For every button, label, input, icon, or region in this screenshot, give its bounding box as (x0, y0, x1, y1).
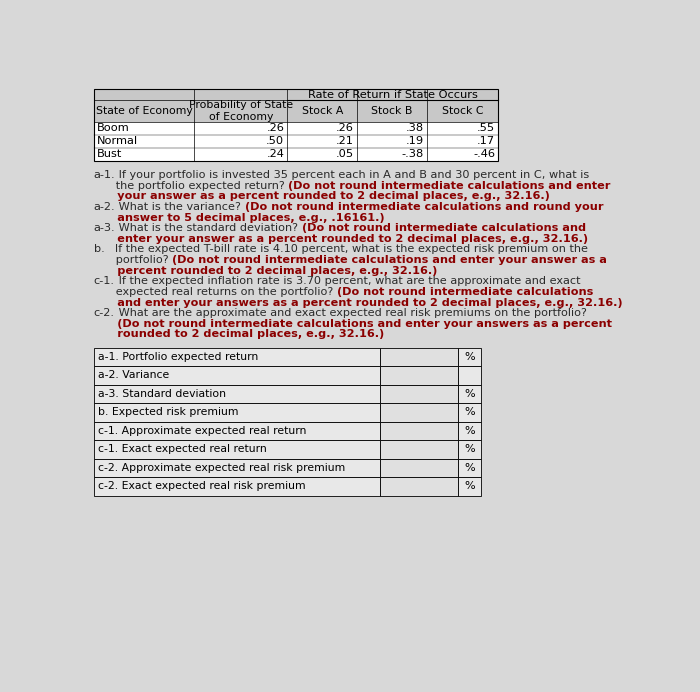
Bar (94, 135, 498, 147)
Text: a-3.: a-3. (94, 224, 116, 233)
Bar (94, 459, 381, 477)
Bar (458, 403, 481, 421)
Text: Stock A: Stock A (302, 106, 343, 116)
Text: c-1. Exact expected real return: c-1. Exact expected real return (97, 444, 266, 455)
Bar (381, 366, 458, 385)
Text: What is the standard deviation?: What is the standard deviation? (116, 224, 302, 233)
Text: %: % (464, 408, 475, 417)
Text: %: % (464, 482, 475, 491)
Bar (458, 366, 481, 385)
Text: percent rounded to 2 decimal places, e.g., 32.16.): percent rounded to 2 decimal places, e.g… (94, 266, 437, 275)
Text: .21: .21 (336, 136, 354, 146)
Text: c-2. Approximate expected real risk premium: c-2. Approximate expected real risk prem… (97, 463, 345, 473)
Text: (Do not round intermediate calculations and enter your answers as a percent: (Do not round intermediate calculations … (94, 319, 612, 329)
Bar (94, 89, 498, 161)
Text: %: % (464, 389, 475, 399)
Text: c-1.: c-1. (94, 276, 115, 286)
Text: If the expected inflation rate is 3.70 percent, what are the approximate and exa: If the expected inflation rate is 3.70 p… (115, 276, 580, 286)
Bar (94, 89, 498, 100)
Text: your answer as a percent rounded to 2 decimal places, e.g., 32.16.): your answer as a percent rounded to 2 de… (94, 191, 550, 201)
Text: Rate of Return if State Occurs: Rate of Return if State Occurs (308, 89, 478, 100)
Text: Probability of State
of Economy: Probability of State of Economy (189, 100, 293, 122)
Text: Stock B: Stock B (372, 106, 413, 116)
Bar (458, 459, 481, 477)
Bar (381, 403, 458, 421)
Text: Normal: Normal (97, 136, 138, 146)
Bar (94, 385, 381, 403)
Text: expected real returns on the portfolio?: expected real returns on the portfolio? (94, 287, 337, 297)
Text: .26: .26 (336, 123, 354, 133)
Text: Stock C: Stock C (442, 106, 483, 116)
Text: %: % (464, 463, 475, 473)
Text: a-2.: a-2. (94, 202, 116, 212)
Text: State of Economy: State of Economy (96, 106, 192, 116)
Bar (458, 440, 481, 459)
Text: portfolio?: portfolio? (94, 255, 172, 265)
Bar (94, 421, 381, 440)
Text: %: % (464, 444, 475, 455)
Text: .38: .38 (406, 123, 424, 133)
Bar (94, 147, 498, 161)
Bar (381, 421, 458, 440)
Bar (94, 348, 381, 366)
Text: .55: .55 (477, 123, 495, 133)
Text: Bust: Bust (97, 149, 122, 159)
Text: If the expected T-bill rate is 4.10 percent, what is the expected risk premium o: If the expected T-bill rate is 4.10 perc… (104, 244, 589, 255)
Bar (458, 477, 481, 495)
Text: .24: .24 (267, 149, 284, 159)
Text: %: % (464, 352, 475, 362)
Text: b.: b. (94, 244, 104, 255)
Text: and enter your answers as a percent rounded to 2 decimal places, e.g., 32.16.): and enter your answers as a percent roun… (94, 298, 622, 307)
Text: enter your answer as a percent rounded to 2 decimal places, e.g., 32.16.): enter your answer as a percent rounded t… (94, 234, 588, 244)
Text: .05: .05 (336, 149, 354, 159)
Bar (94, 477, 381, 495)
Text: (Do not round intermediate calculations and enter: (Do not round intermediate calculations … (288, 181, 610, 191)
Text: the portfolio expected return?: the portfolio expected return? (94, 181, 288, 191)
Text: Boom: Boom (97, 123, 130, 133)
Bar (94, 366, 381, 385)
Text: (Do not round intermediate calculations and round your: (Do not round intermediate calculations … (245, 202, 603, 212)
Text: -.38: -.38 (402, 149, 424, 159)
Text: c-2.: c-2. (94, 308, 115, 318)
Text: a-2. Variance: a-2. Variance (97, 370, 169, 381)
Bar (381, 440, 458, 459)
Text: rounded to 2 decimal places, e.g., 32.16.): rounded to 2 decimal places, e.g., 32.16… (94, 329, 384, 340)
Text: (Do not round intermediate calculations and enter your answer as a: (Do not round intermediate calculations … (172, 255, 607, 265)
Text: What is the variance?: What is the variance? (116, 202, 245, 212)
Text: What are the approximate and exact expected real risk premiums on the portfolio?: What are the approximate and exact expec… (115, 308, 587, 318)
Text: a-1. Portfolio expected return: a-1. Portfolio expected return (97, 352, 258, 362)
Text: .26: .26 (267, 123, 284, 133)
Bar (458, 421, 481, 440)
Bar (458, 348, 481, 366)
Text: .50: .50 (266, 136, 284, 146)
Text: b. Expected risk premium: b. Expected risk premium (97, 408, 238, 417)
Text: .19: .19 (406, 136, 424, 146)
Text: (Do not round intermediate calculations and: (Do not round intermediate calculations … (302, 224, 586, 233)
Text: c-1. Approximate expected real return: c-1. Approximate expected real return (97, 426, 306, 436)
Text: c-2. Exact expected real risk premium: c-2. Exact expected real risk premium (97, 482, 305, 491)
Text: If your portfolio is invested 35 percent each in A and B and 30 percent in C, wh: If your portfolio is invested 35 percent… (116, 170, 589, 180)
Bar (381, 459, 458, 477)
Text: a-3. Standard deviation: a-3. Standard deviation (97, 389, 225, 399)
Text: (Do not round intermediate calculations: (Do not round intermediate calculations (337, 287, 593, 297)
Text: answer to 5 decimal places, e.g., .16161.): answer to 5 decimal places, e.g., .16161… (94, 212, 384, 223)
Bar (94, 122, 498, 135)
Bar (94, 440, 381, 459)
Text: .17: .17 (477, 136, 495, 146)
Text: -.46: -.46 (473, 149, 495, 159)
Text: a-1.: a-1. (94, 170, 116, 180)
Bar (94, 403, 381, 421)
Bar (381, 477, 458, 495)
Bar (94, 100, 498, 122)
Bar (458, 385, 481, 403)
Text: %: % (464, 426, 475, 436)
Bar (381, 348, 458, 366)
Bar (381, 385, 458, 403)
